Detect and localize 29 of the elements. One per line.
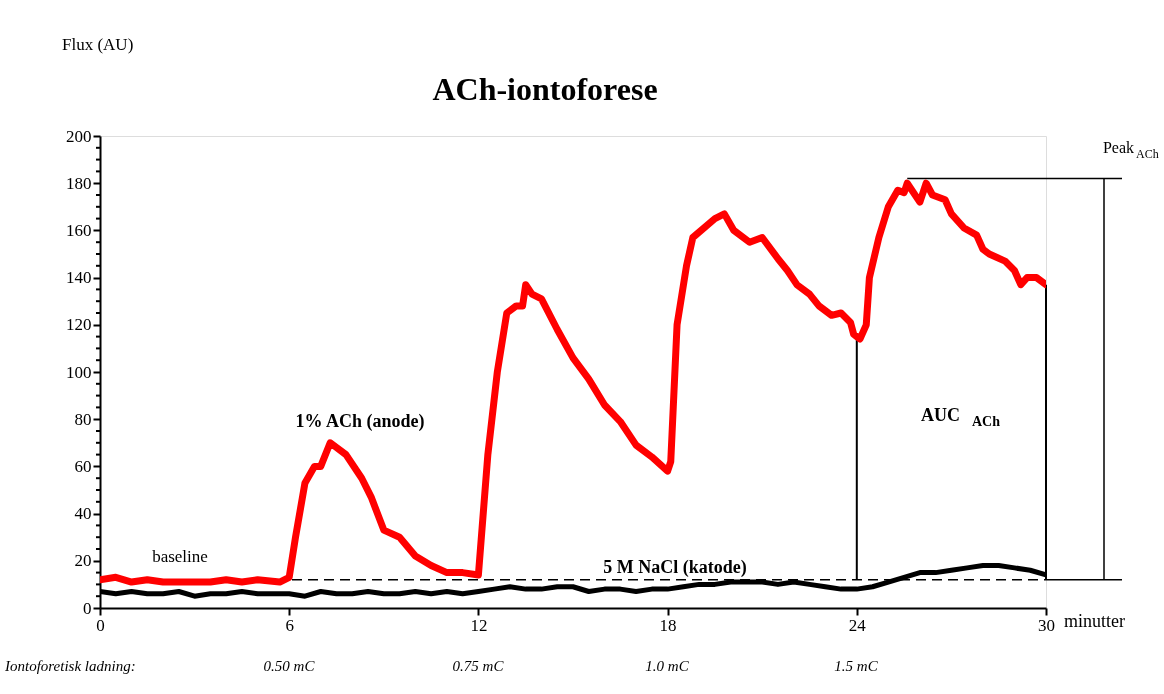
- text: 1.0 mC: [645, 658, 690, 674]
- x-tick-label: 18: [659, 615, 677, 635]
- annotation: baseline: [152, 547, 208, 566]
- x-tick-label: 12: [470, 615, 488, 635]
- chart-title: ACh-iontoforese: [432, 71, 658, 107]
- text: 1.5 mC: [834, 658, 879, 674]
- annotation: 5 M NaCl (katode): [603, 557, 747, 578]
- y-tick-label: 60: [74, 456, 92, 476]
- x-tick-label: 0: [96, 615, 105, 635]
- y-tick-label: 100: [66, 362, 92, 382]
- x-axis-title: minutter: [1064, 611, 1125, 631]
- annotation: AUC ACh: [921, 405, 1001, 429]
- y-tick-label: 160: [66, 220, 92, 240]
- text: Iontoforetisk ladning:: [4, 658, 136, 674]
- x-tick-label: 30: [1038, 615, 1055, 635]
- y-tick-label: 120: [66, 315, 92, 335]
- text: 0.50 mC: [263, 658, 316, 674]
- y-tick-label: 140: [66, 268, 92, 288]
- y-tick-label: 180: [66, 173, 92, 193]
- y-tick-label: 40: [74, 504, 92, 524]
- y-tick-label: 0: [83, 598, 92, 618]
- y-tick-label: 200: [66, 126, 92, 146]
- y-tick-label: 80: [74, 409, 92, 429]
- x-tick-label: 24: [848, 615, 867, 635]
- text: 0.75 mC: [452, 658, 505, 674]
- x-tick-label: 6: [285, 615, 294, 635]
- annotation: 1% ACh (anode): [295, 411, 425, 432]
- y-axis-title: Flux (AU): [62, 35, 134, 54]
- y-tick-label: 20: [74, 551, 92, 571]
